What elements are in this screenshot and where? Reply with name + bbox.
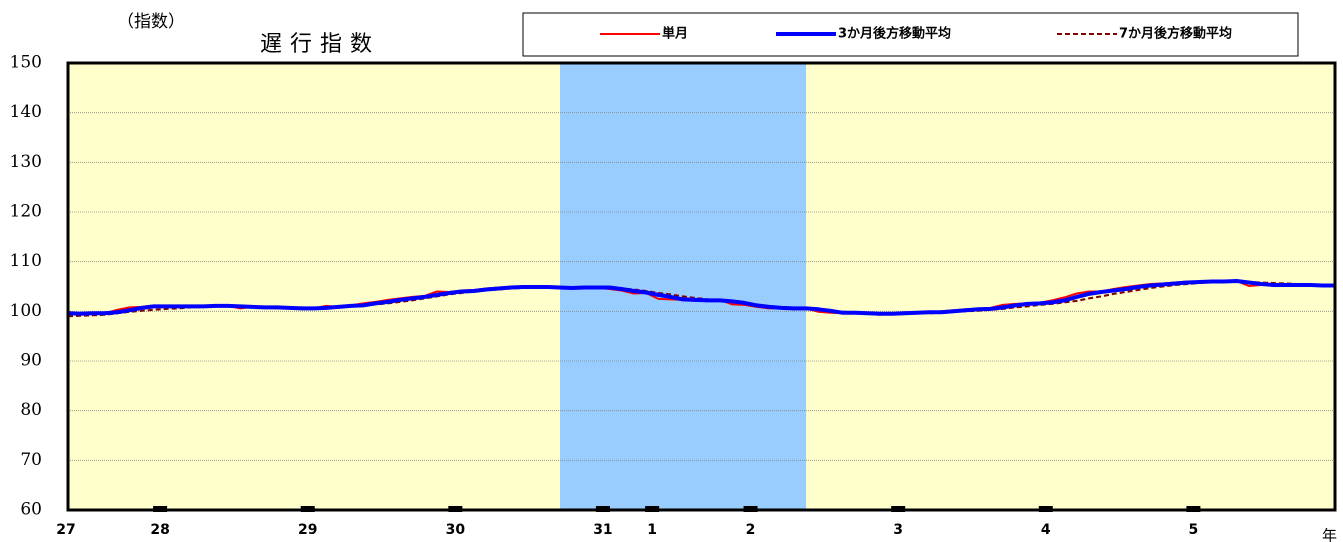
y-tick-label: 150 bbox=[10, 53, 42, 73]
x-tick-label: 5 bbox=[1189, 522, 1199, 538]
x-tick-label: 29 bbox=[298, 522, 317, 538]
x-tick-label: 27 bbox=[56, 522, 75, 538]
legend-label: 3か月後方移動平均 bbox=[838, 26, 951, 42]
y-tick-label: 130 bbox=[10, 152, 42, 172]
x-tick-label: 2 bbox=[746, 522, 756, 538]
y-tick-label: 100 bbox=[10, 301, 42, 321]
y-axis-label: （指数） bbox=[117, 12, 185, 32]
y-tick-label: 70 bbox=[20, 450, 42, 470]
plot-border bbox=[66, 61, 1337, 512]
y-tick-label: 110 bbox=[10, 251, 42, 271]
x-unit-label: 年 bbox=[1322, 527, 1337, 542]
x-tick-label: 1 bbox=[647, 522, 657, 538]
x-tick-label: 28 bbox=[150, 522, 169, 538]
x-tick-label: 30 bbox=[446, 522, 466, 538]
x-tick-label: 3 bbox=[893, 522, 903, 538]
legend-label: 7か月後方移動平均 bbox=[1119, 26, 1232, 42]
y-tick-label: 120 bbox=[10, 202, 42, 222]
chart-title: 遅行指数 bbox=[260, 32, 380, 57]
y-tick-label: 90 bbox=[20, 351, 42, 371]
series-line bbox=[67, 279, 1335, 316]
x-tick-label: 4 bbox=[1041, 522, 1051, 538]
y-tick-label: 60 bbox=[20, 500, 42, 520]
y-tick-label: 80 bbox=[20, 400, 42, 420]
legend-label: 単月 bbox=[662, 26, 688, 42]
x-tick-label: 31 bbox=[593, 522, 612, 538]
y-tick-label: 140 bbox=[10, 102, 42, 122]
